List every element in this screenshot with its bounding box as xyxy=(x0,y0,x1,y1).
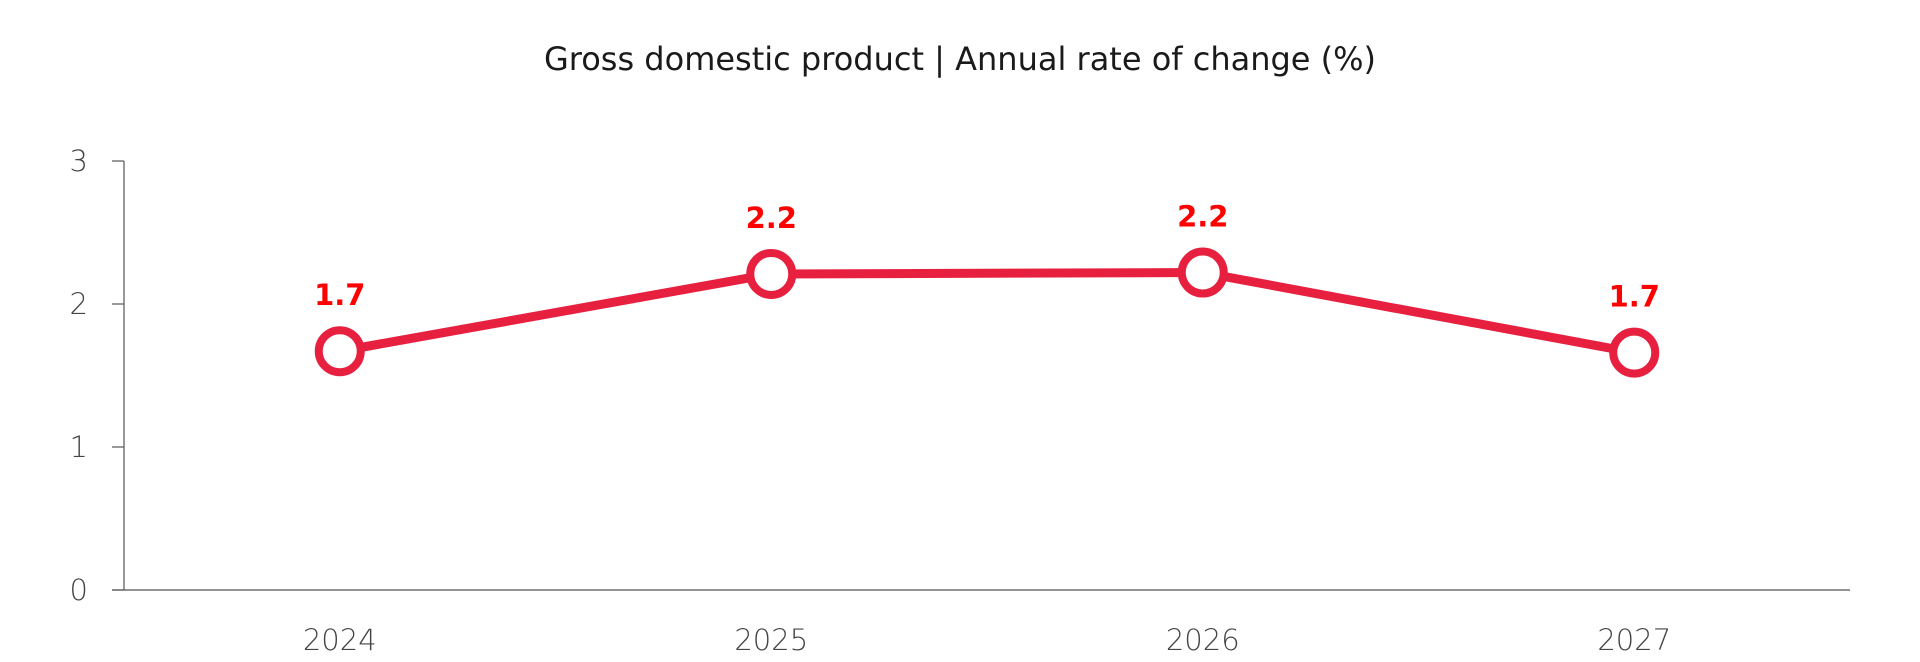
chart-title: Gross domestic product | Annual rate of … xyxy=(543,40,1377,78)
axes: 0 1 2 3 2024 2025 2026 2027 xyxy=(70,144,1850,657)
series-markers xyxy=(314,247,1660,378)
x-tick-label: 2026 xyxy=(1166,623,1240,657)
y-tick-label: 1 xyxy=(70,430,88,464)
y-tick-label: 0 xyxy=(70,573,88,607)
data-label: 2.2 xyxy=(1177,200,1228,234)
x-tick-label: 2027 xyxy=(1597,623,1671,657)
data-label: 1.7 xyxy=(1609,280,1660,314)
data-point xyxy=(1177,247,1228,298)
data-labels: 1.7 2.2 2.2 1.7 xyxy=(314,200,1660,314)
series-line xyxy=(335,268,1639,358)
data-point xyxy=(1609,327,1660,378)
data-label: 1.7 xyxy=(314,278,365,312)
series-line-group xyxy=(335,268,1639,358)
y-tick-label: 2 xyxy=(70,287,88,321)
data-point xyxy=(746,248,797,299)
data-label: 2.2 xyxy=(746,201,797,235)
y-tick-label: 3 xyxy=(70,144,88,178)
x-tick-label: 2024 xyxy=(303,623,377,657)
x-tick-label: 2025 xyxy=(734,623,808,657)
data-point xyxy=(314,326,365,377)
